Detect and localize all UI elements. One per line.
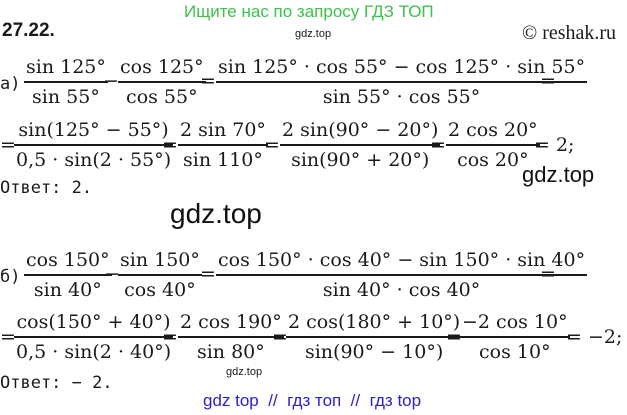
fraction: cos 150° · cos 40° − sin 150° · sin 40° … xyxy=(216,248,588,302)
fraction: 2 cos 190° sin 80° xyxy=(178,310,284,364)
equals-sign: = xyxy=(0,326,16,348)
fraction: 2 sin 70° sin 110° xyxy=(178,118,268,172)
denominator: cos 55° xyxy=(126,85,198,108)
fraction-bar xyxy=(286,336,463,338)
result: = −2; xyxy=(566,326,623,348)
fraction-bar xyxy=(118,274,202,276)
denominator: sin(90° + 20°) xyxy=(291,148,430,171)
numerator: 2 sin(90° − 20°) xyxy=(282,119,439,141)
denominator: cos 10° xyxy=(479,340,551,363)
fraction-bar xyxy=(446,144,540,146)
denominator: sin 80° xyxy=(196,340,265,363)
equals-sign: = xyxy=(272,326,288,348)
fraction: 2 sin(90° − 20°) sin(90° + 20°) xyxy=(280,118,441,172)
equals-sign: = xyxy=(430,134,446,156)
denominator: 0,5 · sin(2 · 40°) xyxy=(16,340,172,363)
problem-number: 27.22. xyxy=(2,20,55,41)
denominator: sin 55° · cos 55° xyxy=(322,85,481,108)
fraction-bar xyxy=(460,336,570,338)
equals-sign: = xyxy=(162,326,178,348)
part-b-label: б) xyxy=(0,267,21,287)
fraction-bar xyxy=(216,81,588,83)
copyright-reshak: © reshak.ru xyxy=(522,22,617,44)
fraction: cos 125° cos 55° xyxy=(118,55,206,109)
equals-sign: = xyxy=(446,326,462,348)
fraction-bar xyxy=(14,144,174,146)
fraction: −2 cos 10° cos 10° xyxy=(460,310,570,364)
result: = 2; xyxy=(534,134,575,156)
fraction-bar xyxy=(216,274,588,276)
small-watermark-bottom: gdz.top xyxy=(226,366,263,378)
watermark-middle: gdz.top xyxy=(170,198,262,229)
denominator: 0,5 · sin(2 · 55°) xyxy=(16,148,172,171)
equals-sign: = xyxy=(540,263,556,285)
numerator: −2 cos 10° xyxy=(462,311,568,333)
part-a-answer: Ответ: 2. xyxy=(0,178,93,198)
equals-sign: = xyxy=(162,134,178,156)
fraction-bar xyxy=(280,144,441,146)
fraction-bar xyxy=(14,336,174,338)
denominator: sin 110° xyxy=(183,148,263,171)
minus-sign: − xyxy=(104,263,120,285)
equals-sign: = xyxy=(264,134,280,156)
denominator: sin(90° − 10°) xyxy=(304,340,444,363)
footer-watermark: gdz top // гдз топ // гдз top xyxy=(203,391,422,410)
numerator: 2 cos 190° xyxy=(180,311,282,333)
part-b-answer: Ответ: − 2. xyxy=(0,373,113,393)
fraction: 2 cos(180° + 10°) sin(90° − 10°) xyxy=(286,310,463,364)
numerator: 2 cos(180° + 10°) xyxy=(288,311,461,333)
numerator: sin 125° · cos 55° − cos 125° · sin 55° xyxy=(218,56,586,78)
fraction: sin(125° − 55°) 0,5 · sin(2 · 55°) xyxy=(14,118,174,172)
fraction-bar xyxy=(24,274,112,276)
fraction-bar xyxy=(178,144,268,146)
numerator: cos 150° · cos 40° − sin 150° · sin 40° xyxy=(218,249,586,271)
search-banner: Ищите нас по запросу ГДЗ ТОП xyxy=(184,2,434,21)
watermark-right: gdz.top xyxy=(522,162,595,187)
equals-sign: = xyxy=(540,70,556,92)
denominator: cos 20° xyxy=(457,148,529,171)
numerator: 2 sin 70° xyxy=(180,119,266,141)
equals-sign: = xyxy=(200,70,216,92)
fraction: sin 125° sin 55° xyxy=(24,55,108,109)
minus-sign: − xyxy=(103,70,119,92)
fraction-bar xyxy=(24,81,108,83)
numerator: sin(125° − 55°) xyxy=(18,119,169,141)
denominator: sin 55° xyxy=(32,85,100,108)
fraction: 2 cos 20° cos 20° xyxy=(446,118,540,172)
numerator: cos 150° xyxy=(26,249,110,271)
small-watermark-top: gdz.top xyxy=(295,28,332,40)
fraction: cos 150° sin 40° xyxy=(24,248,112,302)
denominator: sin 40° · cos 40° xyxy=(322,278,481,301)
fraction-bar xyxy=(178,336,284,338)
fraction-bar xyxy=(118,81,206,83)
equals-sign: = xyxy=(0,134,16,156)
numerator: 2 cos 20° xyxy=(448,119,538,141)
fraction: cos(150° + 40°) 0,5 · sin(2 · 40°) xyxy=(14,310,174,364)
part-a-label: а) xyxy=(0,74,21,94)
denominator: cos 40° xyxy=(124,278,196,301)
equals-sign: = xyxy=(200,263,216,285)
numerator: sin 125° xyxy=(26,56,106,78)
fraction: sin 125° · cos 55° − cos 125° · sin 55° … xyxy=(216,55,588,109)
fraction: sin 150° cos 40° xyxy=(118,248,202,302)
numerator: sin 150° xyxy=(120,249,200,271)
numerator: cos 125° xyxy=(120,56,204,78)
denominator: sin 40° xyxy=(33,278,102,301)
numerator: cos(150° + 40°) xyxy=(16,311,171,333)
